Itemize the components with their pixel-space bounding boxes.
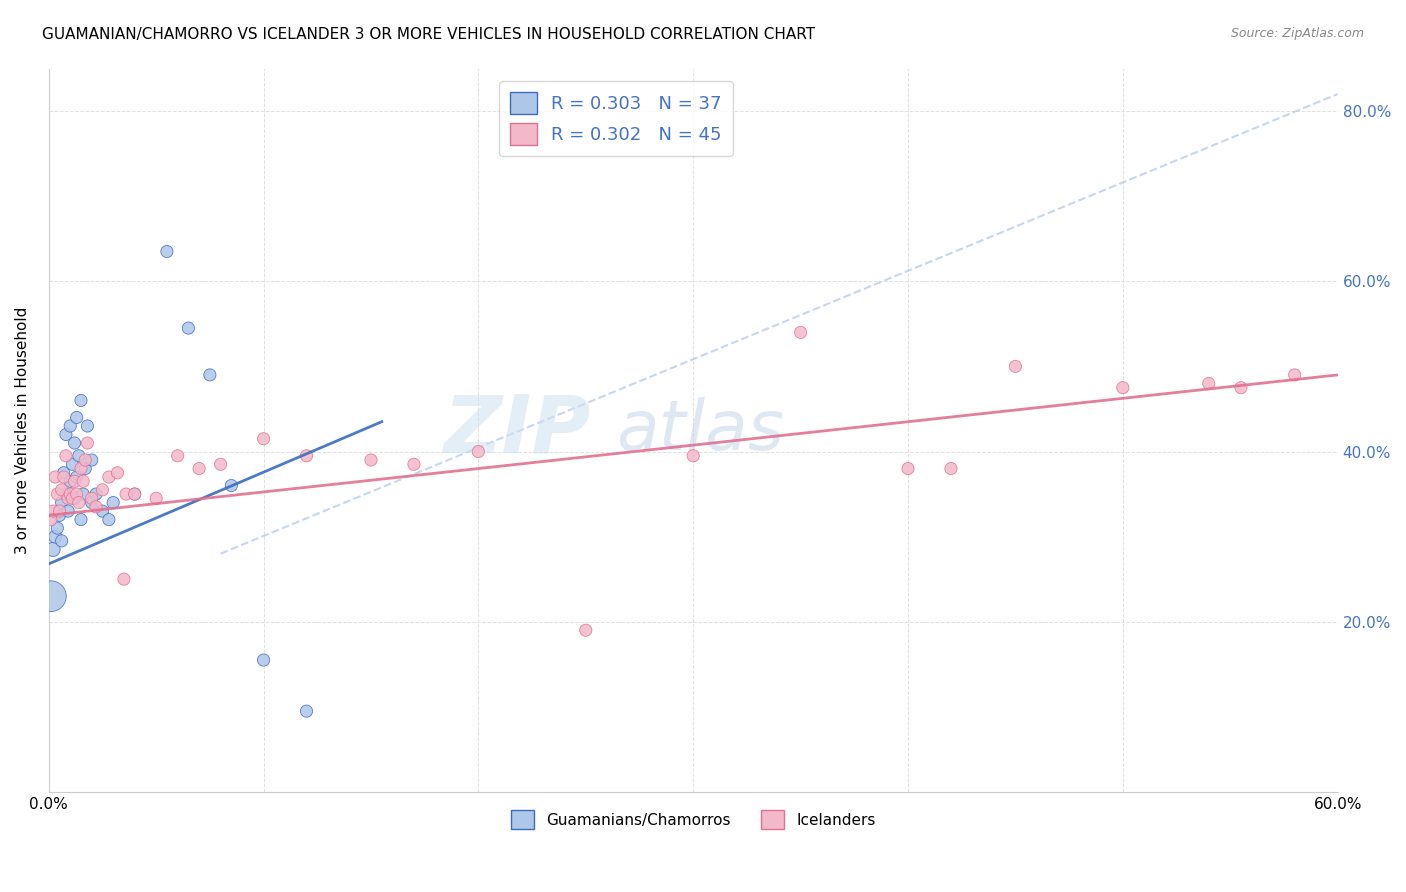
Point <box>66 470 89 484</box>
Point <box>575 624 598 638</box>
Point <box>124 487 146 501</box>
Point <box>789 326 811 340</box>
Point <box>55 487 77 501</box>
Point <box>402 457 425 471</box>
Point <box>1230 381 1253 395</box>
Point <box>97 470 120 484</box>
Point <box>177 321 200 335</box>
Point <box>55 449 77 463</box>
Point <box>76 419 98 434</box>
Point <box>59 487 82 501</box>
Point <box>91 504 114 518</box>
Point <box>80 495 103 509</box>
Point <box>51 483 73 497</box>
Point <box>67 449 90 463</box>
Point <box>44 530 66 544</box>
Point <box>39 513 62 527</box>
Point <box>70 461 93 475</box>
Point <box>51 533 73 548</box>
Point <box>48 508 70 523</box>
Point <box>42 542 65 557</box>
Point <box>56 504 79 518</box>
Text: Source: ZipAtlas.com: Source: ZipAtlas.com <box>1230 27 1364 40</box>
Point <box>63 475 86 489</box>
Point <box>75 453 97 467</box>
Point <box>67 495 90 509</box>
Point <box>1284 368 1306 382</box>
Y-axis label: 3 or more Vehicles in Household: 3 or more Vehicles in Household <box>15 307 30 554</box>
Point <box>55 427 77 442</box>
Point <box>51 495 73 509</box>
Point <box>1198 376 1220 391</box>
Point <box>52 470 75 484</box>
Text: ZIP: ZIP <box>443 392 591 469</box>
Point <box>70 513 93 527</box>
Point <box>252 653 274 667</box>
Point <box>76 436 98 450</box>
Point <box>84 500 107 514</box>
Point <box>115 487 138 501</box>
Point <box>209 457 232 471</box>
Point <box>66 410 89 425</box>
Point <box>44 470 66 484</box>
Point <box>56 491 79 506</box>
Point <box>295 449 318 463</box>
Point <box>188 461 211 475</box>
Point <box>60 457 83 471</box>
Text: GUAMANIAN/CHAMORRO VS ICELANDER 3 OR MORE VEHICLES IN HOUSEHOLD CORRELATION CHAR: GUAMANIAN/CHAMORRO VS ICELANDER 3 OR MOR… <box>42 27 815 42</box>
Point <box>75 461 97 475</box>
Point <box>360 453 382 467</box>
Point <box>63 436 86 450</box>
Point <box>59 419 82 434</box>
Point <box>166 449 188 463</box>
Point <box>221 478 243 492</box>
Point <box>46 487 69 501</box>
Point <box>124 487 146 501</box>
Point <box>39 589 62 603</box>
Point <box>198 368 221 382</box>
Point <box>107 466 129 480</box>
Point <box>467 444 489 458</box>
Point <box>72 487 94 501</box>
Point <box>52 466 75 480</box>
Point <box>80 491 103 506</box>
Point <box>60 491 83 506</box>
Point <box>72 475 94 489</box>
Point <box>42 504 65 518</box>
Point <box>897 461 920 475</box>
Point <box>97 513 120 527</box>
Point <box>46 521 69 535</box>
Point <box>91 483 114 497</box>
Point <box>939 461 962 475</box>
Point <box>145 491 167 506</box>
Point <box>1004 359 1026 374</box>
Point <box>156 244 179 259</box>
Point <box>1112 381 1135 395</box>
Point <box>295 704 318 718</box>
Point <box>252 432 274 446</box>
Point <box>112 572 135 586</box>
Point <box>48 504 70 518</box>
Point <box>63 491 86 506</box>
Point <box>84 487 107 501</box>
Legend: Guamanians/Chamorros, Icelanders: Guamanians/Chamorros, Icelanders <box>505 804 882 835</box>
Point <box>59 475 82 489</box>
Point <box>103 495 125 509</box>
Point <box>80 453 103 467</box>
Point <box>70 393 93 408</box>
Point <box>66 487 89 501</box>
Point <box>682 449 704 463</box>
Text: atlas: atlas <box>616 397 785 464</box>
